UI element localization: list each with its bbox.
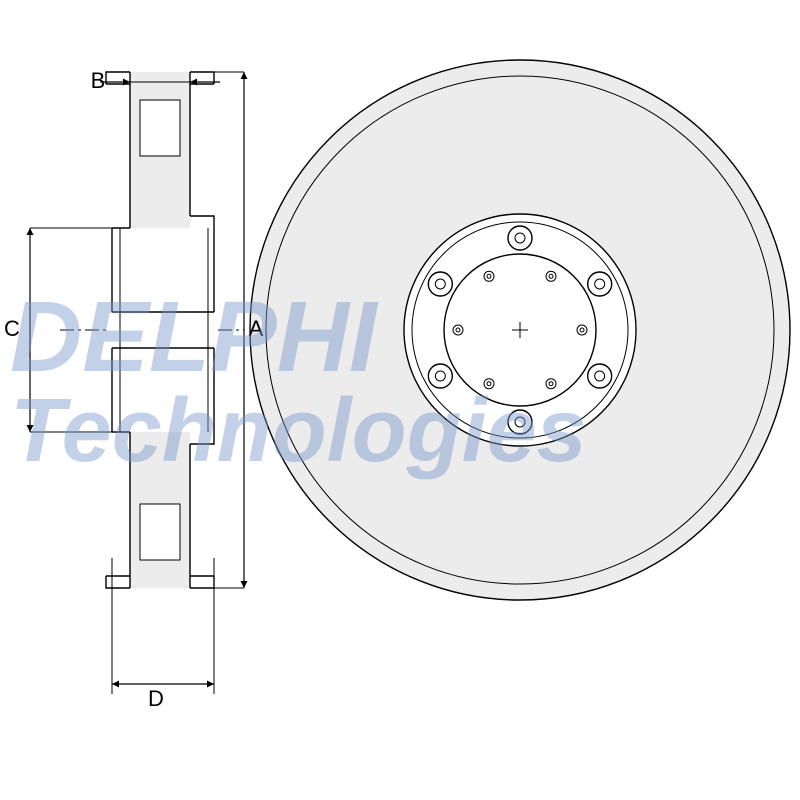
svg-text:B: B	[91, 68, 106, 93]
technical-drawing: A C B D	[0, 0, 800, 800]
side-profile	[60, 72, 244, 588]
svg-text:C: C	[4, 316, 20, 341]
diagram-stage: { "canvas": { "width": 800, "height": 80…	[0, 0, 800, 800]
svg-text:A: A	[249, 316, 264, 341]
front-view	[250, 60, 790, 600]
svg-text:D: D	[148, 686, 164, 711]
